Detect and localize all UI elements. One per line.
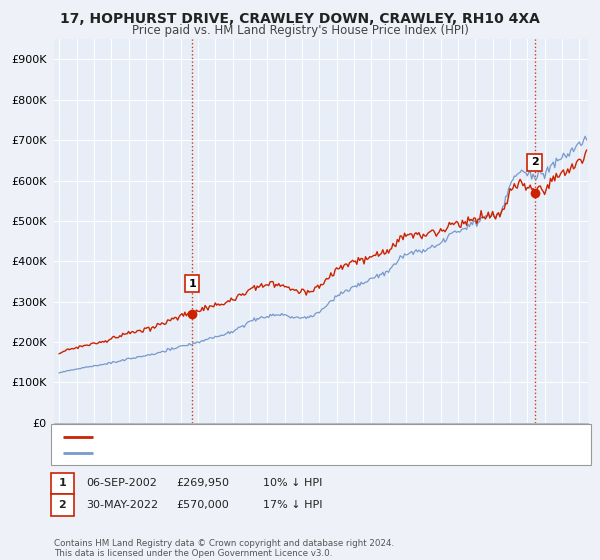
Text: HPI: Average price, detached house, Mid Sussex: HPI: Average price, detached house, Mid … (99, 449, 340, 458)
Text: This data is licensed under the Open Government Licence v3.0.: This data is licensed under the Open Gov… (54, 549, 332, 558)
Text: 06-SEP-2002: 06-SEP-2002 (86, 478, 157, 488)
Text: 1: 1 (188, 278, 196, 288)
Text: Price paid vs. HM Land Registry's House Price Index (HPI): Price paid vs. HM Land Registry's House … (131, 24, 469, 36)
Text: 2: 2 (531, 157, 538, 167)
Text: 17, HOPHURST DRIVE, CRAWLEY DOWN, CRAWLEY, RH10 4XA: 17, HOPHURST DRIVE, CRAWLEY DOWN, CRAWLE… (60, 12, 540, 26)
Text: 17, HOPHURST DRIVE, CRAWLEY DOWN, CRAWLEY, RH10 4XA (detached house): 17, HOPHURST DRIVE, CRAWLEY DOWN, CRAWLE… (99, 432, 497, 442)
Text: £570,000: £570,000 (176, 500, 229, 510)
Text: 17% ↓ HPI: 17% ↓ HPI (263, 500, 322, 510)
Text: £269,950: £269,950 (176, 478, 229, 488)
Text: Contains HM Land Registry data © Crown copyright and database right 2024.: Contains HM Land Registry data © Crown c… (54, 539, 394, 548)
Text: 10% ↓ HPI: 10% ↓ HPI (263, 478, 322, 488)
Text: 2: 2 (59, 500, 66, 510)
Text: 1: 1 (59, 478, 66, 488)
Text: 30-MAY-2022: 30-MAY-2022 (86, 500, 158, 510)
